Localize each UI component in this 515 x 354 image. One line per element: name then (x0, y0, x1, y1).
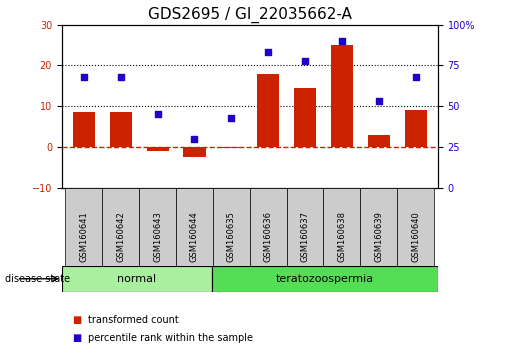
Text: normal: normal (117, 274, 157, 284)
Text: ■: ■ (72, 333, 81, 343)
Bar (405, 110, 427, 147)
Bar (287, 188, 323, 266)
Bar (176, 188, 213, 266)
Text: GSM160643: GSM160643 (153, 211, 162, 262)
Bar (183, 147, 205, 157)
Point (301, 58, 309, 63)
Text: ■: ■ (72, 315, 81, 325)
Text: disease state: disease state (5, 274, 70, 284)
Text: GSM160641: GSM160641 (79, 211, 89, 262)
Bar (110, 112, 132, 147)
Bar (102, 188, 139, 266)
Text: GSM160640: GSM160640 (411, 211, 420, 262)
Text: GSM160635: GSM160635 (227, 211, 236, 262)
Point (117, 74, 125, 80)
Text: GSM160644: GSM160644 (190, 211, 199, 262)
Bar (139, 188, 176, 266)
Bar (294, 88, 316, 147)
Point (227, 115, 235, 120)
Point (411, 74, 420, 80)
Text: percentile rank within the sample: percentile rank within the sample (88, 333, 252, 343)
Point (191, 136, 199, 142)
Point (338, 38, 346, 44)
Text: transformed count: transformed count (88, 315, 178, 325)
Title: GDS2695 / GI_22035662-A: GDS2695 / GI_22035662-A (148, 7, 352, 23)
Bar (73, 112, 95, 147)
Bar (397, 188, 434, 266)
Point (80, 74, 88, 80)
Bar (213, 188, 250, 266)
Text: teratozoospermia: teratozoospermia (276, 274, 374, 284)
Point (264, 50, 272, 55)
Bar (360, 188, 397, 266)
Bar (368, 135, 390, 147)
Bar (220, 147, 243, 148)
Bar (250, 188, 287, 266)
Bar (65, 188, 102, 266)
Point (153, 112, 162, 117)
Bar (323, 188, 360, 266)
Bar (212, 266, 438, 292)
Bar (331, 45, 353, 147)
Text: GSM160636: GSM160636 (264, 211, 273, 262)
Text: GSM160639: GSM160639 (374, 211, 383, 262)
Point (374, 98, 383, 104)
Bar (62, 266, 212, 292)
Text: GSM160638: GSM160638 (337, 211, 347, 262)
Bar (257, 74, 279, 147)
Text: GSM160637: GSM160637 (301, 211, 310, 262)
Text: GSM160642: GSM160642 (116, 211, 125, 262)
Bar (147, 147, 169, 151)
